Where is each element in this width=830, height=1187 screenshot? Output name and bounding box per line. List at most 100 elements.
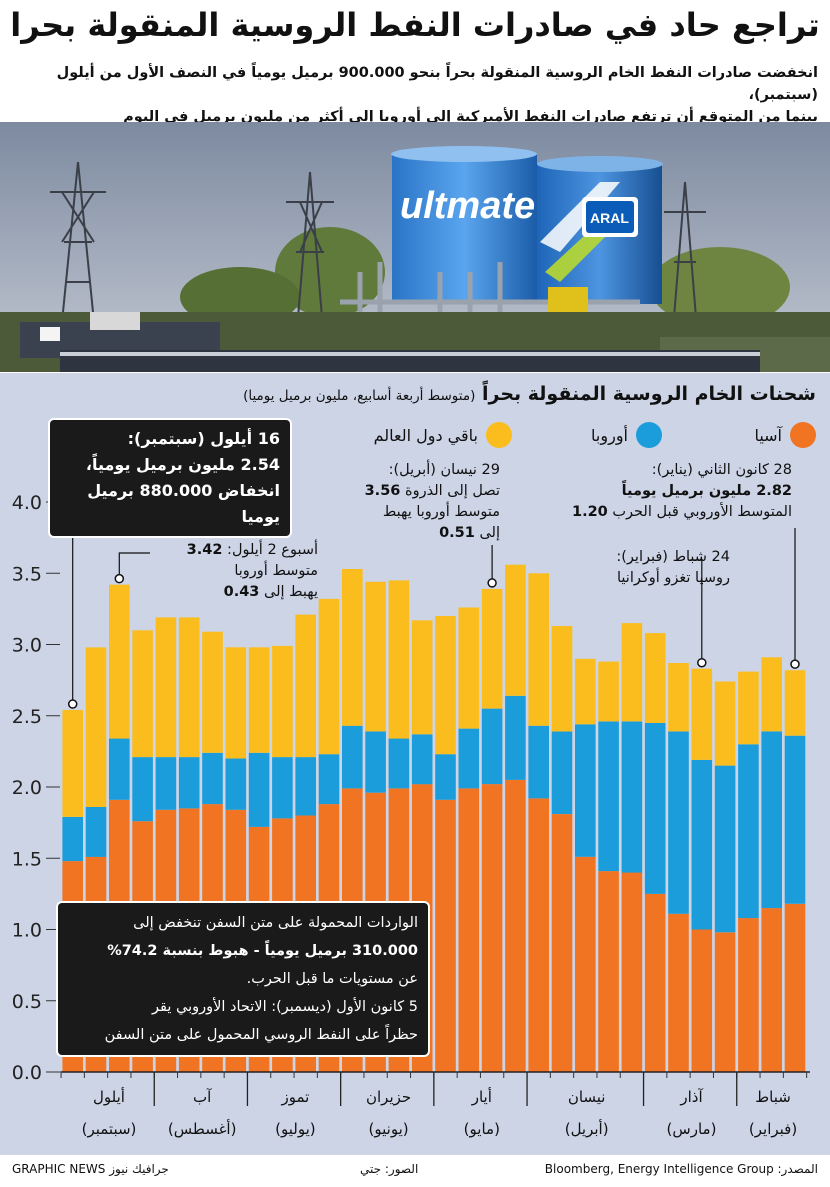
annotation-apr29-line4a: إلى xyxy=(474,525,500,541)
bar-segment-europe xyxy=(132,757,153,822)
callout-bottom-line5: حظراً على النفط الروسي المحمول على متن ا… xyxy=(104,1027,418,1043)
bar-segment-europe xyxy=(621,721,643,873)
annotation-sep2-line3a: يهبط إلى xyxy=(259,584,318,600)
annotation-sep2: أسبوع 2 أيلول: 3.42 متوسط أوروبا يهبط إل… xyxy=(187,540,318,603)
x-month-paren-label: (فبراير) xyxy=(749,1120,797,1138)
bar-segment-rest xyxy=(668,663,689,732)
leader-apr29-dot xyxy=(487,578,497,588)
annotation-sep2-line1a: أسبوع 2 أيلول: xyxy=(222,542,318,558)
bar-segment-rest xyxy=(411,620,433,735)
y-tick-label: 4.0 xyxy=(12,492,42,514)
bar-segment-asia xyxy=(575,856,596,1072)
bar-segment-europe xyxy=(458,728,480,789)
bar-segment-europe xyxy=(272,757,293,819)
annotation-apr29-line3: متوسط أوروبا يهبط xyxy=(382,504,500,520)
bar-segment-rest xyxy=(714,681,736,766)
bar-segment-rest xyxy=(272,645,293,758)
bar-segment-europe xyxy=(342,725,363,789)
bar-segment-rest xyxy=(528,573,549,726)
bar-segment-rest xyxy=(109,584,130,739)
x-month-label: حزيران xyxy=(366,1088,411,1106)
bar-segment-asia xyxy=(644,893,666,1072)
bar-segment-asia xyxy=(668,913,689,1072)
legend-label-rest: باقي دول العالم xyxy=(373,425,478,445)
leader-jan28-dot xyxy=(790,659,800,669)
bar-segment-europe xyxy=(295,757,316,816)
bar-segment-europe xyxy=(155,757,177,810)
bar-segment-rest xyxy=(85,647,107,807)
oil-terminal-photo: ultmate ARAL xyxy=(0,122,830,372)
callout-sep16: 16 أيلول (سبتمبر): 2.54 مليون برميل يومي… xyxy=(50,420,290,536)
bar-segment-rest xyxy=(155,617,177,758)
bar-segment-europe xyxy=(109,738,130,800)
bar-segment-rest xyxy=(132,630,153,758)
bar-segment-asia xyxy=(761,908,782,1072)
bar-segment-rest xyxy=(481,588,503,709)
bar-segment-europe xyxy=(202,752,223,805)
bar-segment-europe xyxy=(551,731,573,814)
y-tick-label: 2.0 xyxy=(12,777,42,799)
legend-item-asia: آسيا xyxy=(754,420,816,450)
bar-segment-rest xyxy=(691,668,713,760)
x-month-paren-label: (مارس) xyxy=(667,1120,717,1138)
bar-segment-rest xyxy=(505,564,526,696)
subtitle-line-2: بينما من المتوقع أن ترتفع صادرات النفط ا… xyxy=(123,109,818,125)
annotation-jan28-line2: 2.82 مليون برميل يومياً xyxy=(621,483,792,499)
bar-segment-rest xyxy=(318,598,340,755)
annotation-sep2-line1b: 3.42 xyxy=(186,542,223,558)
bar-segment-asia xyxy=(481,784,503,1072)
bar-segment-rest xyxy=(458,607,480,729)
bar-segment-rest xyxy=(342,569,363,726)
bar-segment-asia xyxy=(435,799,456,1072)
bar-segment-asia xyxy=(551,814,573,1072)
chart-title: شحنات الخام الروسية المنقولة بحراً (متوس… xyxy=(243,383,816,405)
leader-sep16-dot xyxy=(67,699,78,709)
callout-bottom-line3: عن مستويات ما قبل الحرب. xyxy=(246,971,418,987)
leader-sep2-dot xyxy=(114,573,125,584)
annotation-jan28-line3a: المتوسط الأوروبي قبل الحرب xyxy=(607,504,792,520)
bar-segment-europe xyxy=(365,731,386,793)
bar-segment-rest xyxy=(295,614,316,758)
bar-segment-europe xyxy=(248,752,270,827)
bar-segment-asia xyxy=(458,788,480,1072)
x-month-label: نيسان xyxy=(568,1088,606,1106)
annotation-jan28-line3b: 1.20 xyxy=(572,504,608,520)
y-tick-label: 3.0 xyxy=(12,635,42,657)
legend-label-europe: أوروبا xyxy=(591,425,628,445)
callout-sep16-line1: 16 أيلول (سبتمبر): xyxy=(127,429,280,448)
bar-segment-europe xyxy=(575,724,596,857)
callout-bottom-line2: 310.000 برميل يومياً - هبوط بنسبة 74.2% xyxy=(107,943,418,959)
footer-brand: GRAPHIC NEWS جرافيك نيوز xyxy=(12,1162,169,1176)
annotation-feb24-line1: 24 شباط (فبراير): xyxy=(616,549,730,565)
x-month-paren-label: (سبتمبر) xyxy=(82,1120,137,1138)
bar-segment-europe xyxy=(528,725,549,799)
footer-source: المصدر: Bloomberg, Energy Intelligence G… xyxy=(544,1162,818,1176)
bar-segment-europe xyxy=(691,759,713,930)
y-tick-label: 1.0 xyxy=(12,920,42,942)
bar-segment-europe xyxy=(761,731,782,909)
annotation-jan28-line1: 28 كانون الثاني (يناير): xyxy=(651,462,792,478)
bar-segment-asia xyxy=(528,798,549,1072)
callout-sep16-line2: 2.54 مليون برميل يومياً، xyxy=(85,455,280,474)
bar-segment-asia xyxy=(505,779,526,1072)
footer-photos: الصور: جتي xyxy=(360,1162,419,1176)
annotation-sep2-line2: متوسط أوروبا xyxy=(234,563,318,579)
bar-segment-europe xyxy=(62,816,83,862)
x-month-label: آب xyxy=(193,1088,212,1106)
bar-segment-rest xyxy=(365,581,386,732)
x-month-label: شباط xyxy=(755,1088,791,1106)
bar-segment-europe xyxy=(668,731,689,914)
callout-sep16-line3: انخفاض 880.000 برميل يوميا xyxy=(87,481,280,526)
bar-segment-rest xyxy=(551,626,573,732)
leader-sep2 xyxy=(118,552,150,575)
bar-segment-rest xyxy=(575,658,596,725)
x-month-label: آذار xyxy=(679,1088,703,1106)
y-tick-label: 0.0 xyxy=(12,1062,42,1084)
y-axis-labels: 4.0 3.5 3.0 2.5 2.0 1.5 1.0 0.5 0.0 xyxy=(12,492,42,1084)
x-month-paren-label: (مايو) xyxy=(464,1120,500,1138)
bar-segment-europe xyxy=(318,754,340,805)
annotation-jan28: 28 كانون الثاني (يناير): 2.82 مليون برمي… xyxy=(572,460,792,523)
bar-segment-rest xyxy=(435,616,456,755)
bar-segment-rest xyxy=(644,633,666,723)
legend-item-rest: باقي دول العالم xyxy=(374,420,512,450)
